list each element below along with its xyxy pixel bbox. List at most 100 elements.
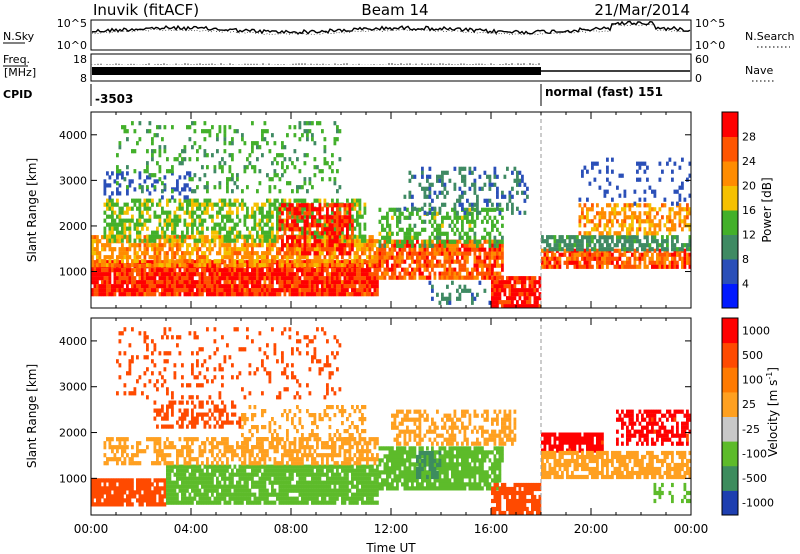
heatmap-cell xyxy=(148,276,152,281)
heatmap-cell xyxy=(301,203,304,208)
heatmap-cell xyxy=(91,490,94,495)
heatmap-cell xyxy=(251,206,254,211)
heatmap-cell xyxy=(386,231,389,236)
heatmap-cell xyxy=(91,235,94,240)
heatmap-cell xyxy=(203,129,207,134)
heatmap-cell xyxy=(108,259,112,264)
heatmap-cell xyxy=(436,174,439,179)
heatmap-cell xyxy=(211,230,214,235)
heatmap-cell xyxy=(321,268,324,273)
heatmap-cell xyxy=(593,161,597,166)
heatmap-cell xyxy=(598,211,602,216)
heatmap-cell xyxy=(171,251,174,256)
heatmap-cell xyxy=(518,292,522,297)
heatmap-cell xyxy=(116,288,119,293)
heatmap-cell xyxy=(223,133,227,138)
heatmap-cell xyxy=(233,226,237,231)
heatmap-cell xyxy=(166,210,169,215)
heatmap-cell xyxy=(441,219,444,224)
heatmap-cell xyxy=(451,207,454,212)
heatmap-cell xyxy=(546,239,549,244)
heatmap-cell xyxy=(451,239,454,244)
heatmap-cell xyxy=(631,252,634,257)
heatmap-cell xyxy=(193,218,197,223)
heatmap-cell xyxy=(653,235,657,240)
heatmap-cell xyxy=(298,121,302,126)
heatmap-cell xyxy=(301,292,304,297)
heatmap-cell xyxy=(496,255,499,260)
heatmap-cell xyxy=(108,263,112,268)
heatmap-cell xyxy=(411,271,414,276)
heatmap-cell xyxy=(266,210,269,215)
heatmap-cell xyxy=(603,252,607,257)
heatmap-cell xyxy=(403,271,407,276)
heatmap-cell xyxy=(111,226,114,231)
heatmap-cell xyxy=(551,264,554,269)
heatmap-cell xyxy=(206,255,209,260)
heatmap-cell xyxy=(288,247,292,252)
heatmap-cell xyxy=(316,288,319,293)
heatmap-cell xyxy=(688,260,692,265)
heatmap-cell xyxy=(233,243,237,248)
heatmap-cell xyxy=(438,271,442,276)
heatmap-cell xyxy=(388,235,392,240)
heatmap-cell xyxy=(168,496,172,501)
heatmap-cell xyxy=(643,252,647,257)
heatmap-cell xyxy=(498,210,502,215)
heatmap-cell xyxy=(146,482,149,487)
heatmap-cell xyxy=(128,226,132,231)
heatmap-cell xyxy=(243,214,247,219)
heatmap-cell xyxy=(251,226,254,231)
heatmap-cell xyxy=(363,284,367,289)
heatmap-cell xyxy=(228,259,232,264)
heatmap-cell xyxy=(606,165,609,170)
heatmap-cell xyxy=(196,468,199,473)
heatmap-cell xyxy=(101,502,104,507)
heatmap-cell xyxy=(93,251,97,256)
heatmap-cell xyxy=(518,296,522,301)
heatmap-cell xyxy=(651,207,654,212)
heatmap-cell xyxy=(353,218,357,223)
heatmap-cell xyxy=(463,174,467,179)
heatmap-cell xyxy=(188,476,192,481)
heatmap-cell xyxy=(416,267,419,272)
heatmap-cell xyxy=(271,234,274,239)
heatmap-cell xyxy=(546,252,549,257)
heatmap-cell xyxy=(611,157,614,162)
heatmap-cell xyxy=(198,480,202,485)
heatmap-cell xyxy=(543,264,547,269)
heatmap-cell xyxy=(323,276,327,281)
heatmap-cell xyxy=(243,222,247,227)
heatmap-cell xyxy=(103,280,107,285)
heatmap-cell xyxy=(593,247,597,252)
heatmap-cell xyxy=(346,210,349,215)
cpid-segment-2: normal (fast) 151 xyxy=(545,85,663,99)
heatmap-cell xyxy=(353,243,357,248)
heatmap-cell xyxy=(193,173,197,178)
heatmap-cell xyxy=(268,272,272,277)
heatmap-cell xyxy=(186,496,189,501)
heatmap-cell xyxy=(238,218,242,223)
heatmap-cell xyxy=(356,247,359,252)
heatmap-cell xyxy=(178,161,182,166)
heatmap-cell xyxy=(283,223,287,228)
heatmap-cell xyxy=(231,292,234,297)
heatmap-cell xyxy=(486,198,489,203)
heatmap-cell xyxy=(426,275,429,280)
heatmap-cell xyxy=(146,175,149,180)
heatmap-cell xyxy=(206,472,209,477)
heatmap-cell xyxy=(493,280,497,285)
heatmap-cell xyxy=(163,175,167,180)
heatmap-cell xyxy=(171,239,174,244)
heatmap-cell xyxy=(453,251,457,256)
heatmap-cell xyxy=(343,223,347,228)
heatmap-cell xyxy=(121,230,124,235)
heatmap-cell xyxy=(326,211,329,216)
heatmap-cell xyxy=(451,267,454,272)
heatmap-cell xyxy=(171,259,174,264)
heatmap-cell xyxy=(256,280,259,285)
heatmap-cell xyxy=(201,263,204,268)
heatmap-cell xyxy=(158,247,162,252)
heatmap-cell xyxy=(138,230,142,235)
heatmap-cell xyxy=(108,202,112,207)
